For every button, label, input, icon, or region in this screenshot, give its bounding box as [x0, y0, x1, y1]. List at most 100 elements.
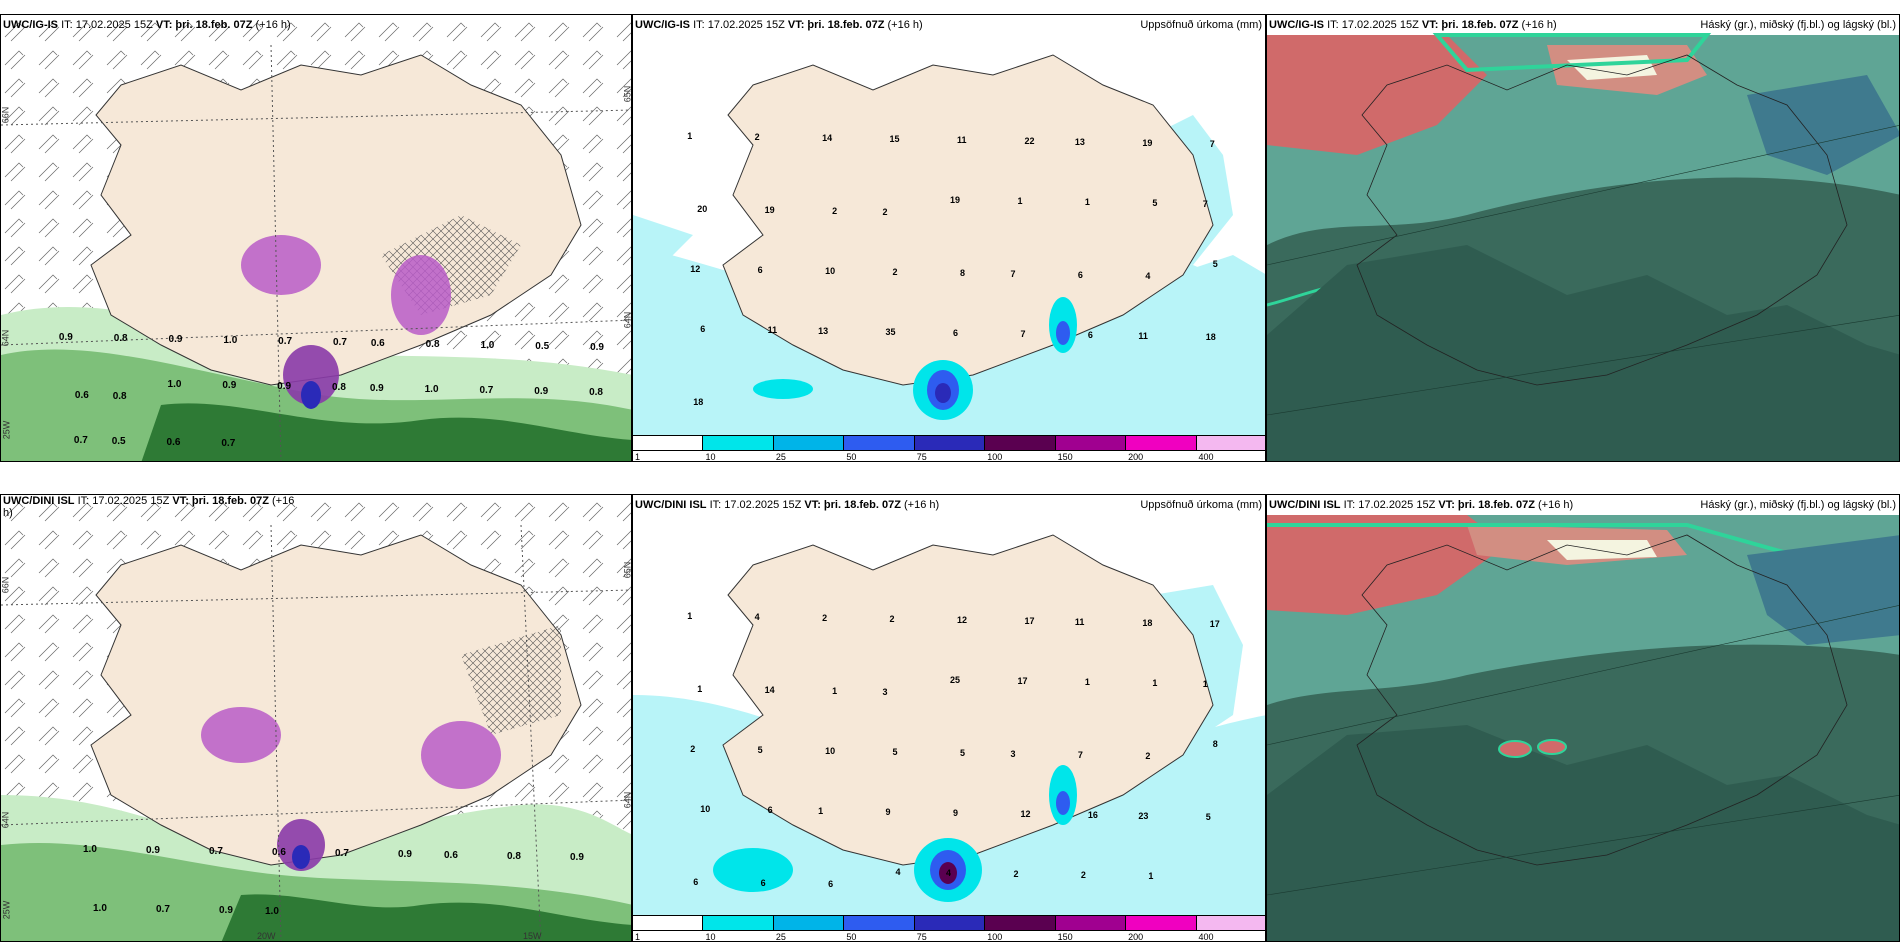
map-value-label: 0.9 [219, 905, 233, 916]
lat-label: 66N [0, 576, 11, 594]
colorbar-label: 150 [1057, 932, 1073, 942]
gust-map [1, 15, 631, 461]
colorbar-swatch [633, 915, 704, 931]
map-value-label: 0.7 [221, 437, 236, 449]
colorbar-label: 1 [635, 932, 641, 942]
lat-label: 64N [0, 329, 11, 347]
lat-label: 66N [0, 106, 11, 124]
map-value-label: 0.6 [370, 338, 385, 350]
colorbar-label: 50 [846, 452, 857, 462]
lat-label: 64N [622, 791, 632, 809]
lon-label: 25W [1, 900, 12, 920]
map-value-label: 2 [1013, 869, 1019, 879]
colorbar-swatch [843, 435, 915, 451]
colorbar-swatch [984, 915, 1056, 931]
map-value-label: 1.0 [480, 340, 495, 352]
map-value-label: 15 [889, 134, 900, 144]
map-value-label: 18 [1142, 618, 1153, 628]
map-value-label: 0.8 [425, 339, 440, 351]
map-value-label: 2 [892, 267, 898, 277]
map-value-label: 6 [953, 328, 959, 338]
map-value-label: 7 [1209, 139, 1215, 149]
map-value-label: 0.9 [168, 334, 183, 346]
lat-label: 64N [0, 811, 11, 829]
map-value-label: 22 [1024, 136, 1035, 146]
colorbar-swatch [1125, 915, 1197, 931]
map-value-label: 0.7 [73, 434, 88, 446]
panel-title: UWC/IG-IS IT: 17.02.2025 15Z VT: þri. 18… [1269, 19, 1557, 31]
cloud-map [1267, 33, 1899, 461]
map-value-label: 1.0 [83, 844, 97, 855]
colorbar-label: 10 [705, 932, 716, 942]
colorbar-label: 1 [635, 452, 641, 462]
colorbar-swatch [1195, 915, 1265, 931]
map-value-label: 1 [1084, 197, 1090, 207]
colorbar-swatch [1054, 915, 1127, 931]
colorbar-label: 400 [1198, 452, 1214, 462]
map-value-label: 0.6 [166, 436, 181, 448]
colorbar-swatch [1054, 435, 1127, 451]
colorbar-label: 50 [846, 932, 857, 942]
map-value-label: 0.7 [333, 337, 347, 349]
map-value-label: 4 [754, 612, 760, 622]
map-value-label: 8 [1212, 739, 1218, 749]
map-value-label: 11 [957, 135, 967, 145]
map-value-label: 1.0 [93, 903, 107, 914]
panel-subtitle: Háský (gr.), miðský (fj.bl.) og lágský (… [1700, 499, 1896, 511]
map-value-label: 1 [818, 806, 824, 816]
map-value-label: 2 [690, 744, 696, 754]
lon-label: 20W [257, 931, 276, 941]
colorbar-swatch [843, 915, 915, 931]
panel-subtitle: Uppsöfnuð úrkoma (mm) [1140, 499, 1262, 511]
map-value-label: 35 [885, 327, 896, 337]
map-value-label: 5 [1212, 259, 1218, 269]
map-value-label: 1.0 [265, 906, 279, 917]
map-value-label: 6 [1087, 330, 1093, 340]
map-value-label: 5 [1152, 198, 1158, 208]
map-value-label: 13 [1074, 137, 1085, 147]
precip-colorbar [633, 435, 1265, 451]
map-value-label: 6 [767, 805, 773, 815]
map-value-label: 5 [1205, 812, 1211, 822]
map-value-label: 14 [822, 133, 833, 143]
map-value-label: 1 [687, 131, 693, 141]
map-value-label: 6 [757, 265, 763, 275]
map-value-label: 2 [1145, 751, 1151, 761]
map-value-label: 6 [693, 877, 699, 887]
map-value-label: 20 [697, 204, 708, 214]
colorbar-label: 100 [987, 932, 1003, 942]
colorbar-label: 400 [1198, 932, 1214, 942]
map-value-label: 10 [825, 266, 836, 276]
lat-label: 65N [622, 561, 632, 579]
precip-colorbar [633, 915, 1265, 931]
map-value-label: 7 [1077, 750, 1083, 760]
map-value-label: 6 [760, 878, 766, 888]
map-value-label: 0.6 [444, 850, 458, 861]
map-value-label: 0.7 [335, 848, 349, 859]
panel-ig-precip: UWC/IG-IS IT: 17.02.2025 15Z VT: þri. 18… [632, 14, 1266, 462]
map-value-label: 5 [757, 745, 763, 755]
map-value-label: 9 [885, 807, 891, 817]
map-value-label: 0.8 [112, 391, 127, 402]
colorbar-swatch [702, 435, 774, 451]
map-value-label: 5 [960, 748, 966, 758]
map-value-label: 1.0 [424, 384, 439, 395]
map-value-label: 0.9 [570, 852, 584, 863]
precip-map [633, 54, 1265, 435]
map-value-label: 0.7 [156, 904, 170, 915]
map-value-label: 2 [754, 132, 760, 142]
map-value-label: 13 [818, 326, 829, 336]
map-value-label: 7 [1202, 199, 1208, 209]
map-value-label: 0.6 [272, 847, 286, 858]
map-value-label: 1 [1148, 871, 1154, 881]
map-value-label: 19 [764, 205, 775, 215]
colorbar-label: 200 [1128, 932, 1144, 942]
panel-title: UWC/IG-IS IT: 17.02.2025 15Z VT: þri. 18… [635, 19, 923, 31]
map-value-label: 0.6 [74, 390, 89, 401]
map-value-label: 8 [960, 268, 966, 278]
map-value-label: 12 [957, 615, 968, 625]
colorbar-label: 75 [916, 452, 927, 462]
map-value-label: 5 [892, 747, 898, 757]
lon-label: 15W [523, 931, 542, 941]
map-value-label: 6 [828, 879, 834, 889]
